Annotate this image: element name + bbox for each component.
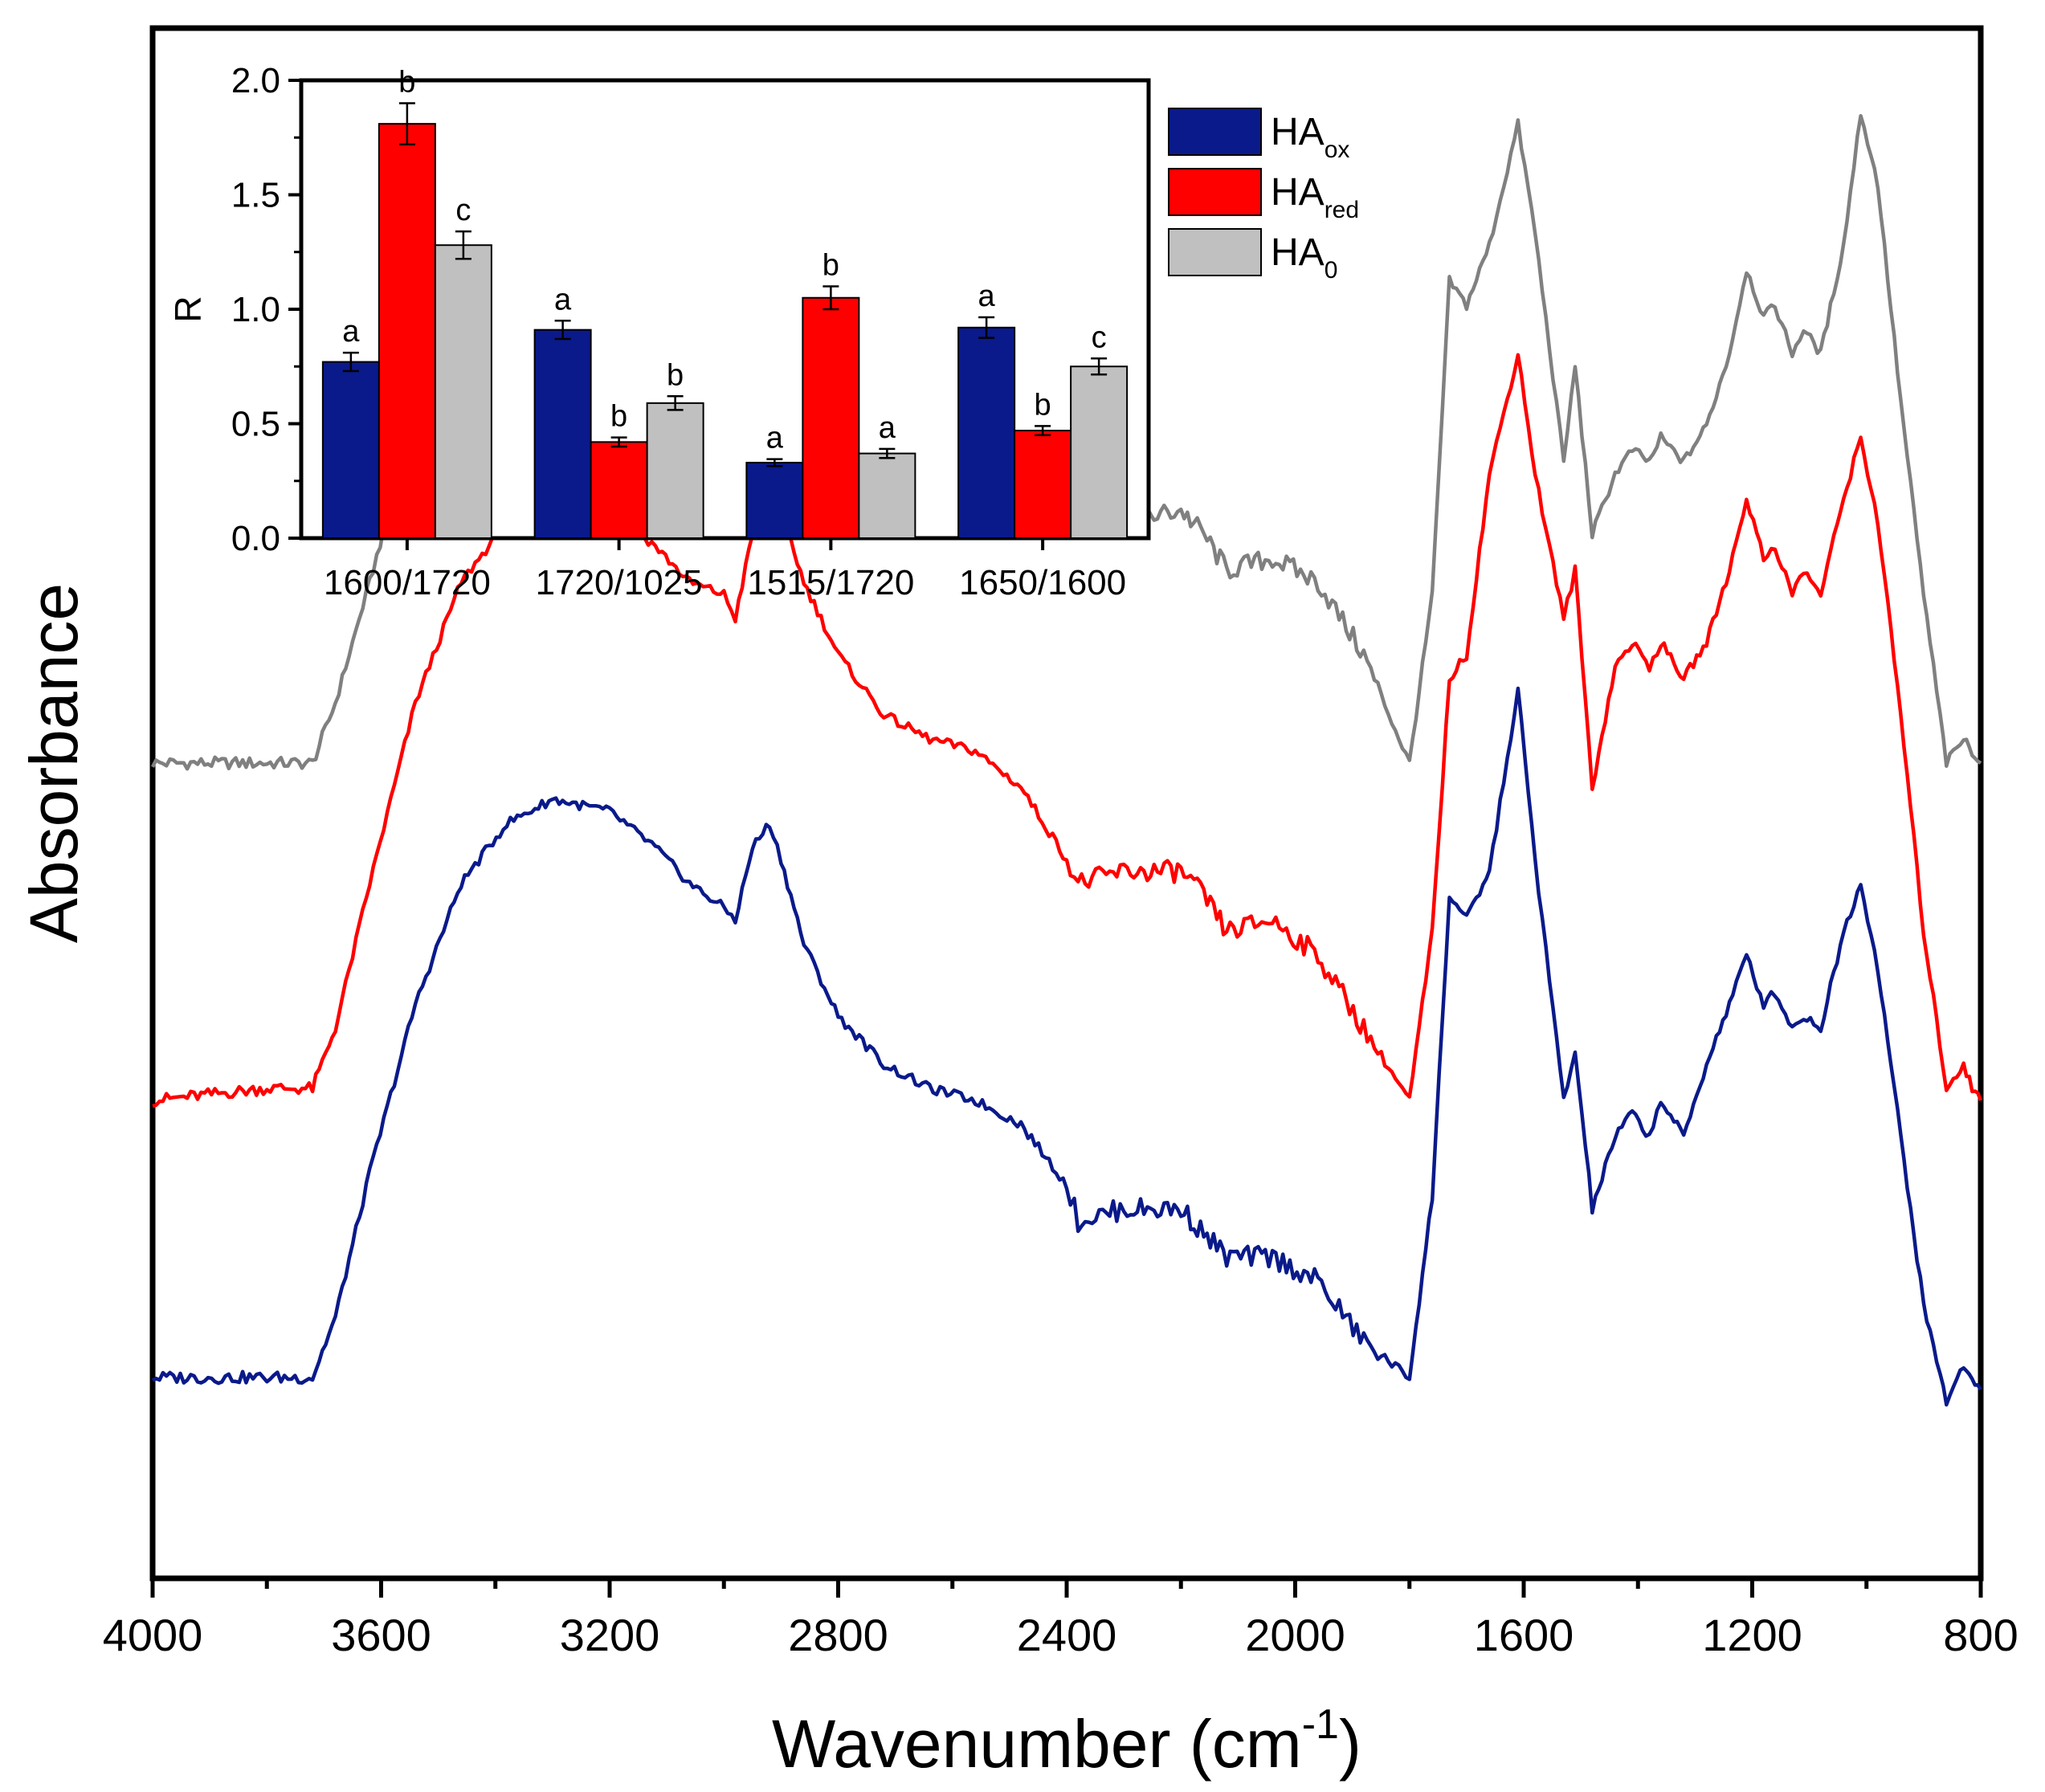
significance-letter: b [667,358,684,392]
bar-HAox [957,326,1016,539]
bar-HAred [802,296,860,539]
x-tick-label: 1720/1025 [536,563,703,602]
bar-HA0 [646,402,704,539]
bar-HAox [321,361,380,539]
significance-letter: a [342,315,360,349]
x-tick-label: 1650/1600 [959,563,1126,602]
x-tick-label: 2000 [1245,1610,1345,1660]
x-tick-label: 800 [1943,1610,2018,1660]
x-tick-label: 3600 [331,1610,431,1660]
legend-label-sub: ox [1325,137,1350,163]
legend-label-HA0: HA0 [1271,231,1337,284]
significance-letter: b [1035,388,1051,422]
legend-label-sub: 0 [1325,257,1338,284]
significance-letter: b [398,66,415,100]
x-tick-label: 4000 [103,1610,203,1660]
main-y-axis-title: Absorbance [16,583,92,943]
x-tick-label: 2400 [1017,1610,1117,1660]
x-tick-label: 1515/1720 [747,563,914,602]
x-tick-label: 1600 [1474,1610,1574,1660]
legend-swatch-HAox [1168,108,1262,156]
bar-HA0 [434,244,492,539]
x-axis-title-sup: -1 [1302,1701,1339,1748]
legend-label-sub: red [1325,197,1359,223]
bar-HAox [533,329,592,539]
x-tick-label: 3200 [560,1610,660,1660]
significance-letter: a [766,422,784,455]
bar-HAred [378,123,436,539]
legend-swatch-HA0 [1168,228,1262,276]
y-tick-label: 1.5 [231,176,280,215]
legend-label-main: HA [1271,171,1325,214]
significance-letter: b [822,249,839,283]
y-tick-label: 0.5 [231,405,280,444]
significance-letter: c [1092,320,1107,354]
x-tick-label: 2800 [788,1610,888,1660]
main-x-axis-title: Wavenumber (cm-1) [772,1701,1361,1782]
y-tick-label: 1.0 [231,290,280,329]
significance-letter: c [455,194,471,227]
x-axis-title-close: ) [1339,1706,1361,1782]
spectrum-line-HAred [152,353,1983,1108]
y-tick-label: 0.0 [231,519,280,558]
significance-letter: a [879,411,896,445]
significance-letter: b [610,400,627,434]
inset-y-ticks: 0.0 0.5 1.0 1.5 2.0 [231,61,301,558]
bar-HAred [590,441,648,539]
inset-x-ticks: 1600/1720 1720/1025 1515/1720 1650/1600 [324,538,1126,602]
x-tick-label: 1200 [1702,1610,1802,1660]
legend-label-HAox: HAox [1271,111,1349,163]
x-axis-title-main: Wavenumber (cm [772,1706,1302,1782]
bar-HA0 [1070,365,1129,539]
bar-HA0 [858,452,916,539]
legend-label-main: HA [1271,111,1325,153]
x-tick-label: 1600/1720 [324,563,491,602]
legend-label-main: HA [1271,231,1325,274]
bar-HAred [1014,430,1072,539]
legend-swatch-HAred [1168,168,1262,216]
main-x-ticks: 4000 3600 3200 2800 2400 2000 1600 1200 800 [103,1578,2018,1660]
inset-y-axis-title: R [167,296,209,322]
legend-label-HAred: HAred [1271,171,1359,223]
significance-letter: a [554,283,572,316]
bar-HAox [745,461,804,540]
y-tick-label: 2.0 [231,61,280,100]
spectrum-line-HAox [151,686,1982,1407]
significance-letter: a [978,280,996,313]
